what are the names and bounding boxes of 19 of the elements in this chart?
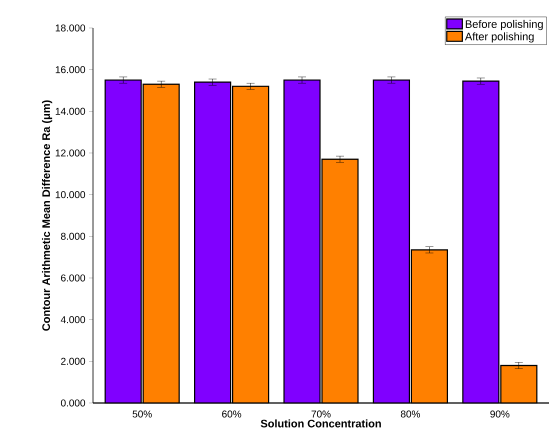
x-axis-title: Solution Concentration (260, 419, 381, 428)
y-tick-label: 4.000 (60, 316, 86, 324)
x-tick-label: 70% (312, 410, 331, 418)
y-tick-label: 0.000 (60, 399, 86, 407)
x-tick-label: 60% (222, 410, 242, 418)
y-tick-label: 18.000 (56, 24, 86, 32)
y-tick-label: 6.000 (61, 274, 86, 282)
y-tick-label: 12.000 (56, 149, 86, 157)
y-tick-label: 10.000 (56, 191, 86, 198)
x-tick-label: 90% (490, 410, 510, 418)
legend-label: Before polishing (466, 20, 543, 30)
y-axis-title: Contour Arithmetic Mean Difference Ra (μm) (42, 100, 52, 331)
x-tick-label: 80% (400, 410, 420, 418)
y-tick-label: 16.000 (56, 66, 86, 74)
x-tick-label: 50% (132, 410, 152, 418)
y-tick-label: 14.000 (56, 108, 86, 115)
y-tick-label: 8.000 (60, 232, 86, 240)
legend-label: After polishing (464, 32, 534, 43)
y-tick-label: 2.000 (61, 358, 86, 365)
